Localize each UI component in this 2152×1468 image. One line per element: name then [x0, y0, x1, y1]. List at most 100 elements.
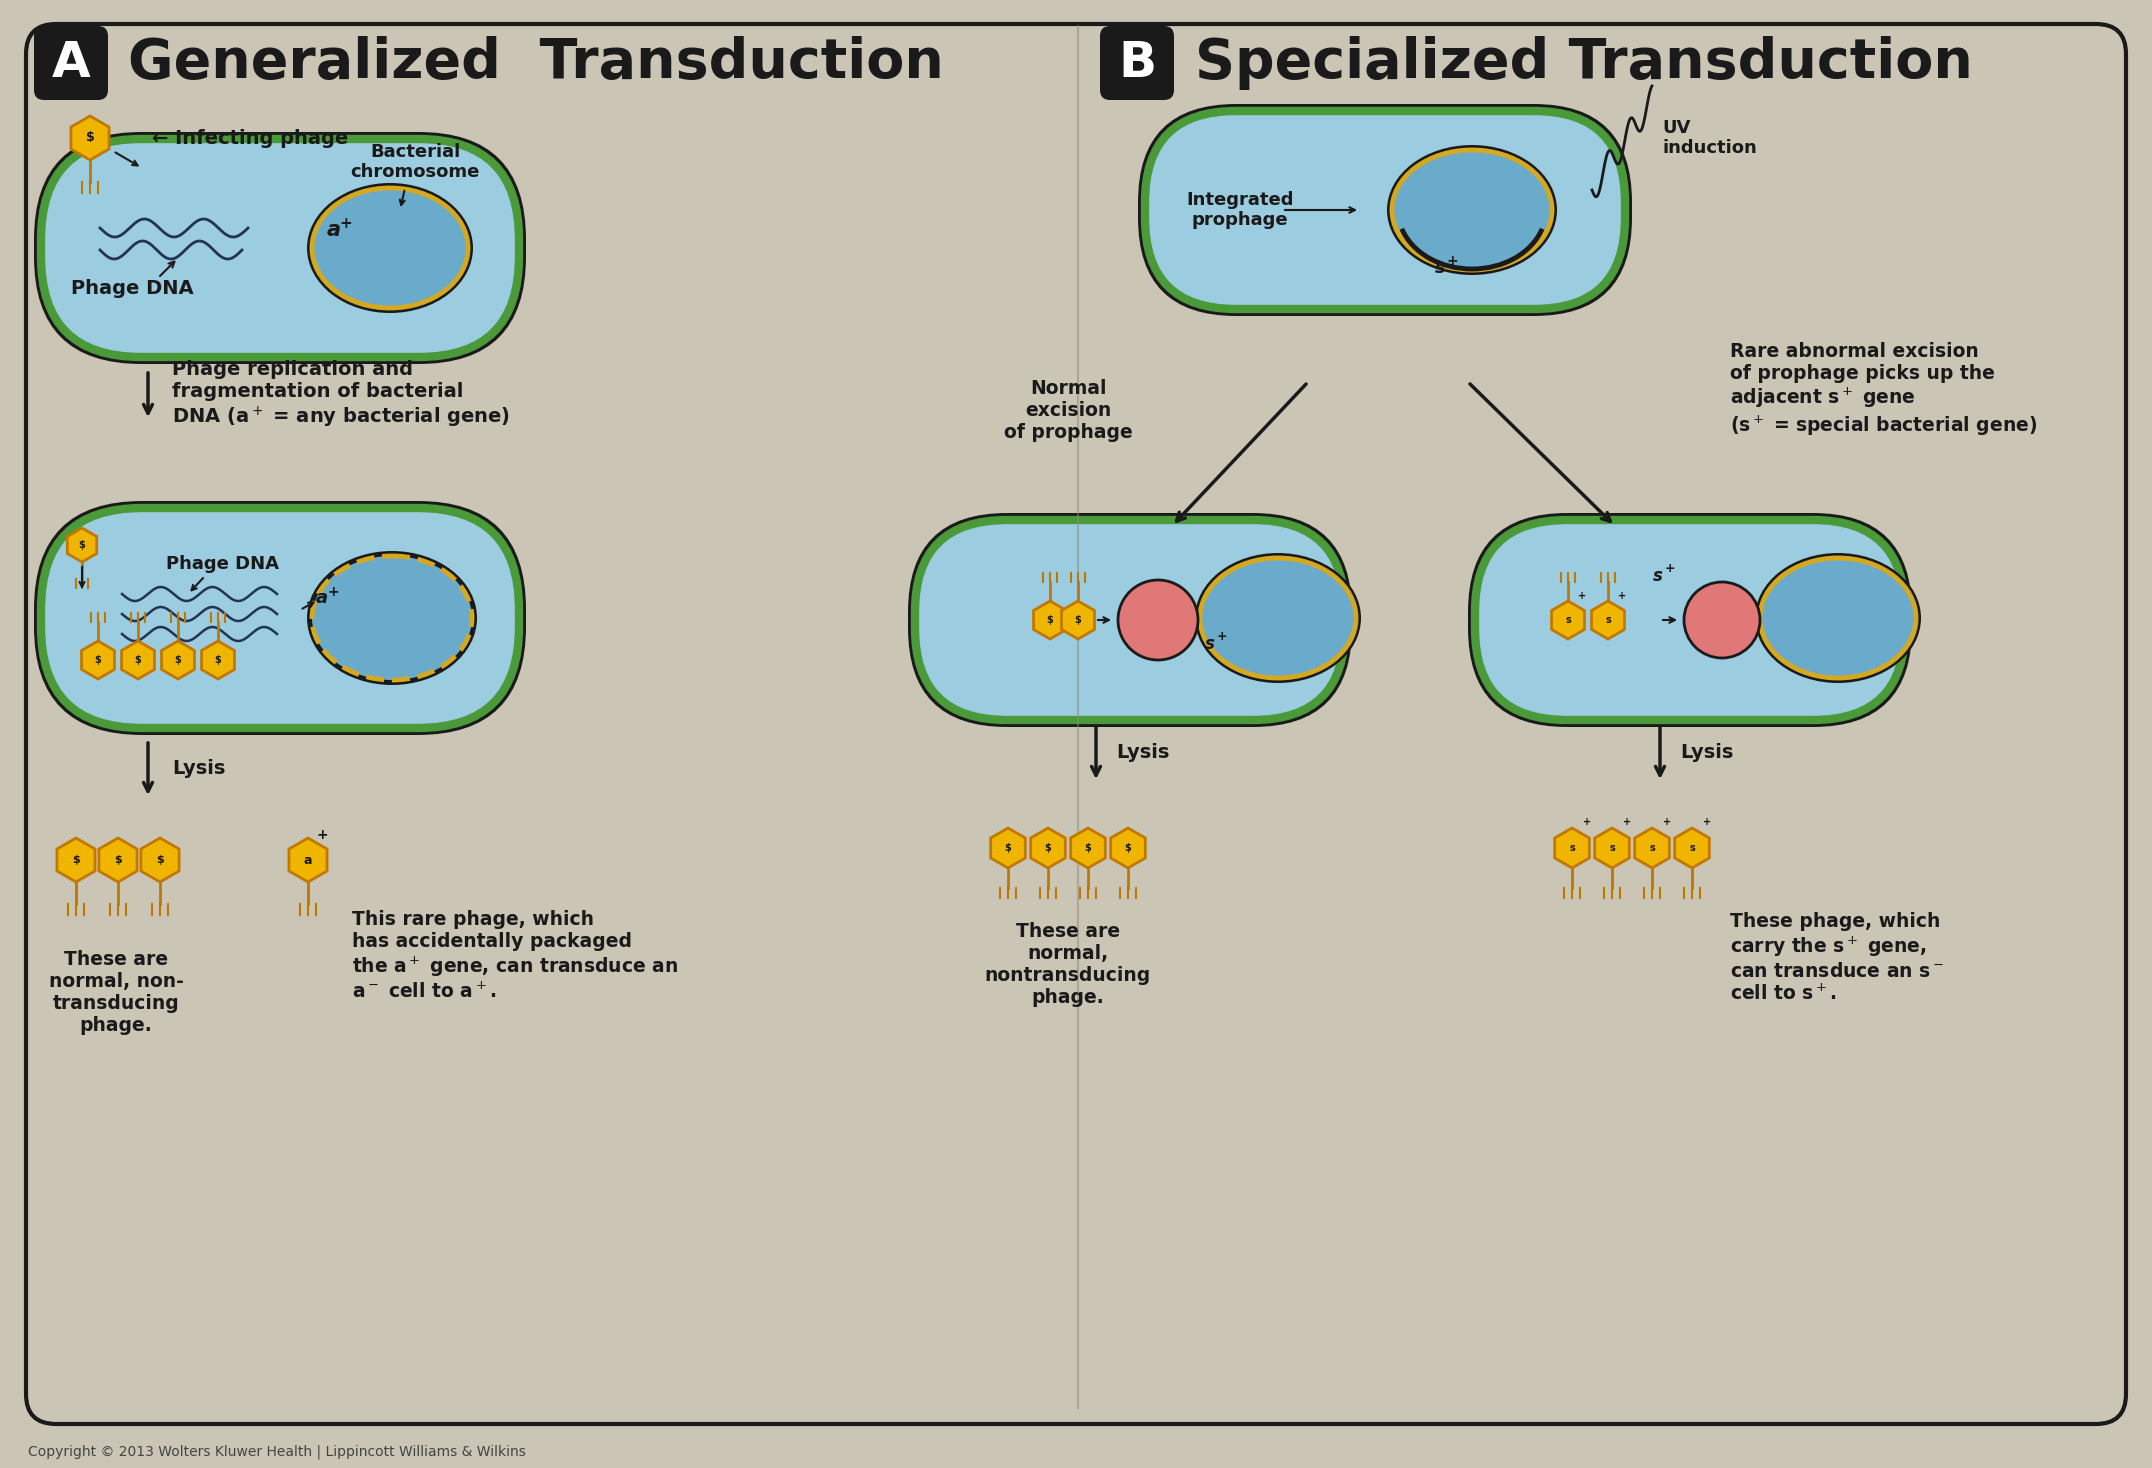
Text: +: +: [1584, 818, 1590, 826]
Polygon shape: [140, 838, 179, 882]
Text: s: s: [1648, 843, 1655, 853]
Text: Lysis: Lysis: [1117, 743, 1169, 762]
FancyBboxPatch shape: [34, 501, 525, 735]
Polygon shape: [56, 838, 95, 882]
Ellipse shape: [308, 550, 478, 686]
Text: +: +: [1618, 592, 1627, 600]
Text: These are
normal, non-
transducing
phage.: These are normal, non- transducing phage…: [49, 950, 183, 1035]
Text: Phage DNA: Phage DNA: [71, 279, 194, 298]
Circle shape: [1685, 581, 1760, 658]
Ellipse shape: [1388, 145, 1558, 275]
FancyBboxPatch shape: [41, 139, 519, 357]
FancyBboxPatch shape: [26, 23, 2126, 1424]
Text: $: $: [1074, 615, 1080, 625]
Text: Generalized  Transduction: Generalized Transduction: [127, 37, 945, 90]
Circle shape: [1119, 580, 1199, 661]
Text: A: A: [52, 40, 90, 87]
Text: $: $: [1005, 843, 1011, 853]
Text: $: $: [136, 655, 142, 665]
Text: +: +: [1577, 592, 1586, 600]
Polygon shape: [1595, 828, 1629, 868]
Polygon shape: [1072, 828, 1106, 868]
Ellipse shape: [1392, 150, 1552, 270]
FancyBboxPatch shape: [1474, 520, 1905, 719]
Ellipse shape: [1194, 553, 1360, 683]
Text: s: s: [1435, 258, 1446, 277]
FancyBboxPatch shape: [34, 132, 525, 364]
Text: +: +: [327, 586, 338, 599]
Polygon shape: [82, 642, 114, 680]
Ellipse shape: [312, 188, 467, 308]
Text: ← Infecting phage: ← Infecting phage: [153, 129, 349, 147]
Text: a: a: [327, 220, 340, 239]
Text: $: $: [73, 854, 80, 865]
FancyBboxPatch shape: [1468, 512, 1911, 727]
Text: $: $: [215, 655, 222, 665]
Text: s: s: [1205, 636, 1216, 653]
Text: +: +: [340, 216, 353, 230]
Polygon shape: [71, 116, 110, 160]
Text: These are
normal,
nontransducing
phage.: These are normal, nontransducing phage.: [986, 922, 1151, 1007]
Text: Normal
excision
of prophage: Normal excision of prophage: [1003, 379, 1132, 442]
Text: +: +: [1666, 562, 1674, 575]
Text: Copyright © 2013 Wolters Kluwer Health | Lippincott Williams & Wilkins: Copyright © 2013 Wolters Kluwer Health |…: [28, 1445, 525, 1459]
Text: These phage, which
carry the s$^+$ gene,
can transduce an s$^-$
cell to s$^+$.: These phage, which carry the s$^+$ gene,…: [1730, 912, 1943, 1004]
Text: $: $: [157, 854, 164, 865]
Text: Phage replication and
fragmentation of bacterial
DNA (a$^+$ = any bacterial gene: Phage replication and fragmentation of b…: [172, 360, 510, 430]
Polygon shape: [161, 642, 194, 680]
Polygon shape: [1110, 828, 1145, 868]
Polygon shape: [1031, 828, 1065, 868]
Text: s: s: [1569, 843, 1575, 853]
Text: $: $: [114, 854, 123, 865]
Polygon shape: [121, 642, 155, 680]
Text: a: a: [303, 853, 312, 866]
Polygon shape: [99, 838, 138, 882]
Text: +: +: [1216, 630, 1227, 643]
Polygon shape: [1636, 828, 1670, 868]
Ellipse shape: [1760, 558, 1915, 678]
Ellipse shape: [312, 556, 471, 680]
Text: Bacterial
chromosome: Bacterial chromosome: [351, 142, 480, 182]
Text: $: $: [1085, 843, 1091, 853]
Text: Integrated
prophage: Integrated prophage: [1186, 191, 1293, 229]
Ellipse shape: [1756, 553, 1922, 683]
Text: s: s: [1610, 843, 1614, 853]
Text: $: $: [1044, 843, 1052, 853]
FancyBboxPatch shape: [1145, 112, 1625, 308]
Text: $: $: [95, 655, 101, 665]
Polygon shape: [990, 828, 1024, 868]
Polygon shape: [1674, 828, 1709, 868]
Text: s: s: [1653, 567, 1663, 586]
Text: +: +: [1623, 818, 1631, 826]
Text: Specialized Transduction: Specialized Transduction: [1194, 37, 1973, 90]
Text: $: $: [1125, 843, 1132, 853]
Text: s: s: [1565, 615, 1571, 625]
Polygon shape: [1552, 600, 1584, 639]
Text: Lysis: Lysis: [1681, 743, 1732, 762]
Text: $: $: [86, 132, 95, 144]
Text: $: $: [80, 540, 86, 550]
Text: +: +: [1702, 818, 1711, 826]
Text: a: a: [316, 589, 327, 606]
Text: UV
induction: UV induction: [1661, 119, 1756, 157]
Polygon shape: [1592, 600, 1625, 639]
Ellipse shape: [308, 184, 473, 313]
FancyBboxPatch shape: [1138, 104, 1631, 316]
Polygon shape: [1061, 600, 1095, 639]
Text: s: s: [1605, 615, 1612, 625]
Text: Lysis: Lysis: [172, 759, 226, 778]
Text: +: +: [1446, 254, 1457, 269]
Polygon shape: [202, 642, 235, 680]
Text: s: s: [1689, 843, 1696, 853]
Text: This rare phage, which
has accidentally packaged
the a$^+$ gene, can transduce a: This rare phage, which has accidentally …: [353, 910, 678, 1003]
Polygon shape: [288, 838, 327, 882]
Ellipse shape: [1201, 558, 1356, 678]
FancyBboxPatch shape: [1100, 26, 1175, 100]
Text: +: +: [1663, 818, 1672, 826]
Text: +: +: [316, 828, 327, 843]
Polygon shape: [1033, 600, 1067, 639]
Polygon shape: [67, 528, 97, 562]
Text: Phage DNA: Phage DNA: [166, 555, 278, 573]
Polygon shape: [1554, 828, 1590, 868]
FancyBboxPatch shape: [34, 26, 108, 100]
